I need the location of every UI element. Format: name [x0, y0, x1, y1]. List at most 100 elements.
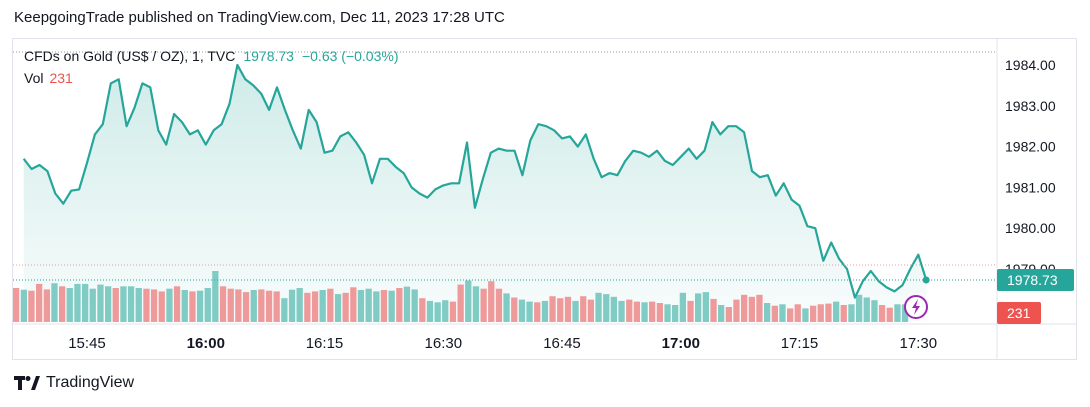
volume-bar — [66, 288, 73, 322]
volume-bar — [672, 305, 679, 322]
volume-bar — [396, 288, 403, 322]
volume-bar — [472, 286, 480, 322]
volume-bar — [288, 289, 296, 322]
volume-bar — [626, 299, 633, 322]
volume-bar — [495, 288, 503, 322]
x-tick-label: 17:15 — [781, 335, 819, 352]
volume-bar — [878, 305, 886, 322]
publish-header: KeepgoingTrade published on TradingView.… — [14, 9, 505, 26]
volume-bar — [633, 301, 640, 322]
volume-bar — [871, 300, 878, 322]
x-tick-label: 16:30 — [425, 335, 463, 352]
volume-bar — [43, 289, 50, 322]
symbol-label: CFDs on Gold (US$ / OZ), 1, TVC — [24, 48, 236, 64]
volume-bar — [105, 286, 112, 322]
volume-bar — [342, 292, 349, 322]
volume-bar — [365, 288, 372, 322]
volume-bar — [120, 286, 127, 322]
volume-bar — [856, 294, 863, 322]
volume-bar — [388, 290, 395, 322]
chart-legend: CFDs on Gold (US$ / OZ), 1, TVC 1978.73 −0… — [24, 47, 398, 91]
y-tick-label: 1980.00 — [1005, 220, 1056, 236]
volume-bar — [97, 284, 104, 322]
volume-bar — [219, 286, 227, 322]
volume-bar — [28, 290, 35, 322]
volume-bar — [166, 288, 173, 322]
volume-bar — [89, 288, 96, 322]
volume-bar — [511, 297, 518, 322]
volume-bar — [518, 299, 526, 322]
volume-bar — [656, 303, 663, 322]
volume-bar — [150, 289, 158, 322]
volume-bar — [848, 304, 855, 322]
volume-bar — [664, 304, 671, 322]
x-tick-label: 17:30 — [900, 335, 938, 352]
volume-bar — [242, 292, 250, 322]
volume-bar — [334, 294, 342, 322]
volume-badge-label: 231 — [1007, 305, 1031, 321]
volume-bar — [204, 288, 211, 322]
volume-badge — [997, 302, 1041, 324]
price-badge-label: 1978.73 — [1007, 272, 1058, 288]
volume-bar — [13, 288, 20, 322]
volume-bar — [449, 301, 457, 322]
volume-bar — [541, 300, 549, 322]
volume-bar — [112, 288, 119, 322]
volume-bar — [741, 294, 748, 322]
volume-bar — [733, 299, 740, 322]
volume-bar — [817, 304, 824, 322]
volume-bar — [59, 286, 66, 322]
volume-bar — [695, 293, 702, 322]
y-tick-label: 1984.00 — [1005, 57, 1056, 73]
volume-bar — [787, 308, 794, 322]
volume-bar — [580, 296, 587, 322]
x-tick-label: 15:45 — [68, 335, 106, 352]
volume-bar — [357, 290, 365, 322]
footer: TradingView — [14, 374, 134, 392]
volume-bar — [526, 301, 533, 322]
volume-bar — [794, 304, 801, 322]
price-chart[interactable]: 1979.001980.001981.001982.001983.001984.… — [13, 39, 1076, 359]
volume-bar — [457, 284, 464, 322]
volume-bar — [465, 280, 472, 322]
volume-bar — [725, 307, 732, 322]
price-line — [22, 63, 928, 299]
volume-bar — [20, 289, 27, 322]
volume-bar — [227, 288, 234, 322]
volume-bar — [442, 300, 449, 322]
brand-name: TradingView — [46, 374, 135, 391]
volume-bar — [250, 290, 257, 322]
x-tick-label: 17:00 — [662, 335, 700, 352]
volume-bar — [603, 294, 610, 322]
volume-bar — [572, 300, 579, 322]
volume-bar — [327, 288, 334, 322]
volume-bar — [756, 294, 763, 322]
volume-bar — [127, 286, 135, 322]
volume-bar — [863, 297, 870, 322]
volume-bar — [258, 289, 265, 322]
volume-bar — [143, 288, 150, 322]
volume-bar — [281, 298, 288, 322]
volume-label: Vol — [24, 70, 44, 86]
volume-bar — [158, 291, 165, 322]
volume-value: 231 — [49, 70, 73, 86]
volume-bar — [273, 291, 280, 322]
volume-bar — [173, 286, 181, 322]
price-area-fill — [23, 65, 927, 321]
volume-bar — [135, 288, 142, 322]
price-badge — [997, 269, 1074, 291]
lightning-icon — [912, 299, 920, 315]
volume-bar — [426, 300, 434, 322]
volume-bar — [679, 292, 686, 322]
volume-bar — [189, 291, 196, 322]
volume-bar — [51, 283, 58, 322]
volume-bar — [618, 300, 625, 322]
volume-bar — [534, 302, 541, 322]
volume-bar — [641, 302, 648, 322]
price-change-label: −0.63 (−0.03%) — [301, 48, 399, 64]
volume-bar — [840, 305, 847, 322]
volume-bar — [304, 292, 311, 322]
volume-bar — [549, 296, 556, 322]
volume-bar — [587, 299, 594, 322]
volume-bar — [503, 293, 510, 322]
